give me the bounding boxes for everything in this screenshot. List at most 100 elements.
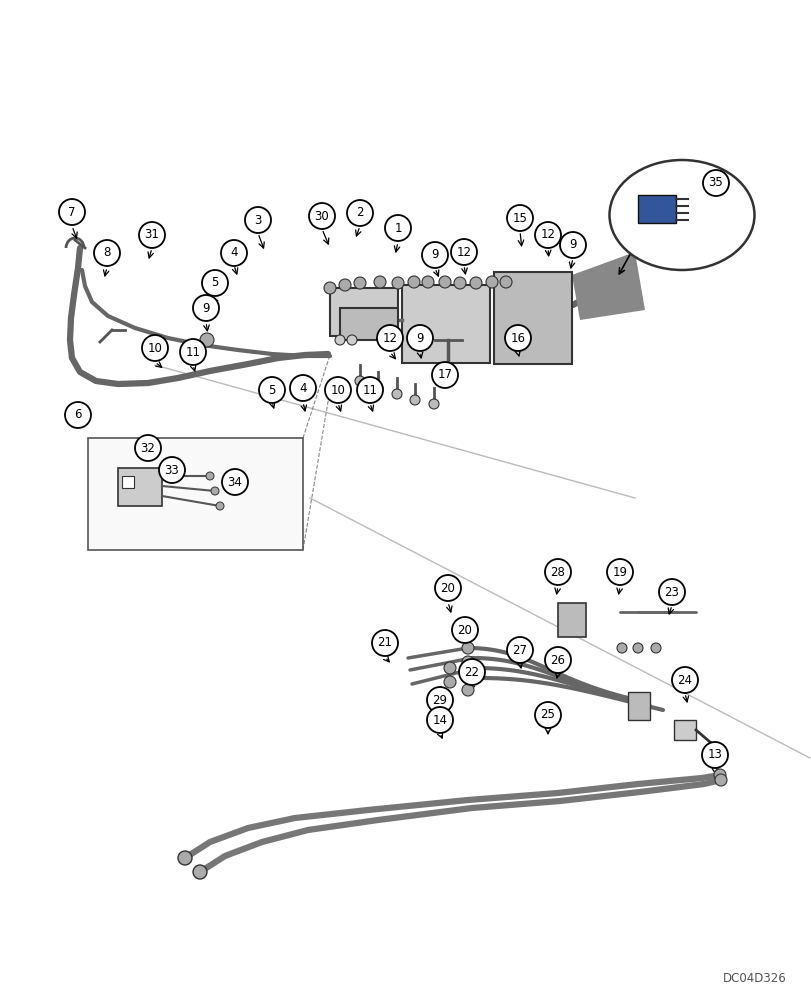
Circle shape	[444, 662, 456, 674]
Text: 31: 31	[144, 229, 159, 241]
Circle shape	[461, 684, 474, 696]
Bar	[673, 720, 695, 740]
Text: 21: 21	[377, 637, 392, 650]
Circle shape	[374, 276, 385, 288]
Circle shape	[702, 170, 728, 196]
Text: 3: 3	[254, 214, 261, 227]
Text: 20: 20	[440, 582, 455, 594]
Circle shape	[427, 707, 453, 733]
Circle shape	[357, 377, 383, 403]
Circle shape	[650, 643, 660, 653]
Circle shape	[392, 389, 401, 399]
Text: 9: 9	[569, 238, 576, 251]
Text: 33: 33	[165, 464, 179, 477]
Text: 28: 28	[550, 566, 564, 578]
Circle shape	[702, 742, 727, 768]
Circle shape	[372, 383, 383, 393]
Text: 2: 2	[356, 207, 363, 220]
Circle shape	[221, 469, 247, 495]
Circle shape	[159, 457, 185, 483]
Text: 14: 14	[432, 714, 447, 726]
Text: 4: 4	[299, 381, 307, 394]
Bar	[329, 288, 397, 336]
Circle shape	[211, 487, 219, 495]
Circle shape	[458, 659, 484, 685]
Circle shape	[427, 687, 453, 713]
Circle shape	[506, 205, 532, 231]
Bar	[401, 285, 489, 363]
Bar	[557, 603, 586, 637]
Text: 29: 29	[432, 694, 447, 706]
Circle shape	[384, 215, 410, 241]
Circle shape	[534, 222, 560, 248]
Circle shape	[392, 277, 404, 289]
Circle shape	[221, 240, 247, 266]
Circle shape	[534, 702, 560, 728]
Text: 19: 19	[611, 566, 627, 578]
Circle shape	[486, 276, 497, 288]
Text: 10: 10	[330, 383, 345, 396]
Circle shape	[200, 333, 214, 347]
Circle shape	[65, 402, 91, 428]
Circle shape	[470, 277, 482, 289]
Circle shape	[714, 774, 726, 786]
Ellipse shape	[609, 160, 753, 270]
Circle shape	[410, 395, 419, 405]
Circle shape	[139, 222, 165, 248]
Circle shape	[180, 339, 206, 365]
Circle shape	[431, 362, 457, 388]
Text: 16: 16	[510, 332, 525, 344]
Circle shape	[354, 277, 366, 289]
Text: 12: 12	[456, 245, 471, 258]
Text: 5: 5	[268, 383, 276, 396]
Circle shape	[346, 335, 357, 345]
Text: 9: 9	[202, 302, 209, 314]
Circle shape	[259, 377, 285, 403]
Circle shape	[142, 335, 168, 361]
Circle shape	[461, 642, 474, 654]
Text: 30: 30	[314, 210, 329, 223]
Text: 15: 15	[512, 212, 527, 225]
Circle shape	[94, 240, 120, 266]
Circle shape	[59, 199, 85, 225]
Circle shape	[422, 242, 448, 268]
Text: 5: 5	[211, 276, 218, 290]
Circle shape	[633, 643, 642, 653]
Circle shape	[435, 575, 461, 601]
Circle shape	[544, 559, 570, 585]
Circle shape	[560, 232, 586, 258]
Bar	[88, 438, 303, 550]
Circle shape	[500, 276, 512, 288]
Bar	[637, 195, 676, 223]
Text: 11: 11	[185, 346, 200, 359]
Circle shape	[450, 239, 476, 265]
Circle shape	[422, 276, 433, 288]
Circle shape	[406, 325, 432, 351]
Circle shape	[439, 276, 450, 288]
Polygon shape	[571, 252, 644, 320]
Bar	[122, 476, 134, 488]
Circle shape	[506, 637, 532, 663]
Text: 4: 4	[230, 246, 238, 259]
Circle shape	[407, 276, 419, 288]
Text: 8: 8	[103, 246, 110, 259]
Circle shape	[461, 656, 474, 668]
Circle shape	[659, 579, 684, 605]
Circle shape	[452, 617, 478, 643]
Circle shape	[713, 769, 725, 781]
Text: 26: 26	[550, 654, 564, 666]
Text: 9: 9	[416, 332, 423, 344]
Text: 6: 6	[74, 408, 82, 422]
Bar	[493, 272, 571, 364]
Text: 9: 9	[431, 248, 438, 261]
Circle shape	[607, 559, 633, 585]
Circle shape	[544, 647, 570, 673]
Text: 1: 1	[394, 222, 401, 234]
Circle shape	[324, 377, 350, 403]
Text: 11: 11	[362, 383, 377, 396]
Circle shape	[371, 630, 397, 656]
Circle shape	[202, 270, 228, 296]
Circle shape	[324, 282, 336, 294]
Text: 27: 27	[512, 644, 527, 656]
Text: 17: 17	[437, 368, 452, 381]
